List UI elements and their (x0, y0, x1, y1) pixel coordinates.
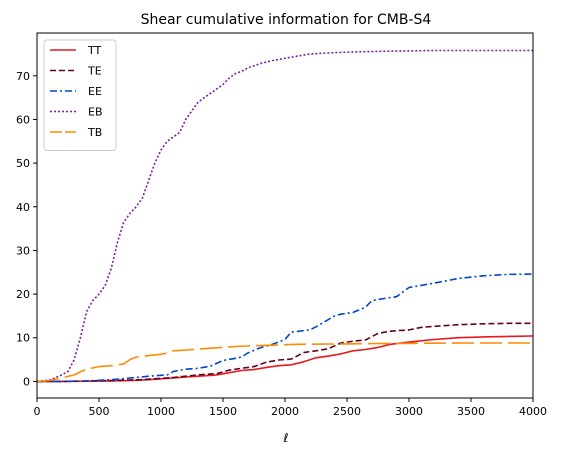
x-tick-label: 500 (89, 405, 110, 418)
y-tick-label: 70 (16, 70, 30, 83)
series-line-tb (36, 342, 533, 383)
y-tick-label: 40 (16, 201, 30, 214)
x-tick-label: 3000 (395, 405, 423, 418)
y-tick-label: 0 (23, 375, 30, 388)
x-axis-ticks: 0 500 1000 1500 2000 2500 3000 3500 4000 (34, 398, 547, 418)
x-tick-label: 4000 (519, 405, 547, 418)
x-axis-label: ℓ (283, 431, 289, 445)
x-tick-label: 0 (34, 405, 41, 418)
series-layer (36, 49, 534, 383)
y-tick-label: 30 (16, 244, 30, 257)
x-tick-label: 1000 (147, 405, 175, 418)
legend: TT TE EE EB TB (43, 39, 117, 151)
legend-box (43, 39, 117, 151)
x-tick-label: 1500 (209, 405, 237, 418)
series-line-te (37, 322, 533, 383)
legend-label-eb: EB (88, 106, 103, 119)
legend-label-tb: TB (87, 126, 102, 139)
x-tick-label: 3500 (457, 405, 485, 418)
legend-label-tt: TT (87, 44, 102, 57)
y-tick-label: 20 (16, 288, 30, 301)
legend-label-ee: EE (88, 85, 102, 98)
y-tick-label: 10 (16, 332, 30, 345)
y-tick-label: 60 (16, 113, 30, 126)
x-tick-label: 2000 (271, 405, 299, 418)
series-line-ee (37, 273, 534, 383)
chart-title: Shear cumulative information for CMB-S4 (141, 12, 432, 28)
x-tick-label: 2500 (333, 405, 361, 418)
y-tick-label: 50 (16, 157, 30, 170)
legend-label-te: TE (87, 65, 102, 78)
y-axis-ticks: 0 10 20 30 40 50 60 70 (16, 70, 37, 388)
